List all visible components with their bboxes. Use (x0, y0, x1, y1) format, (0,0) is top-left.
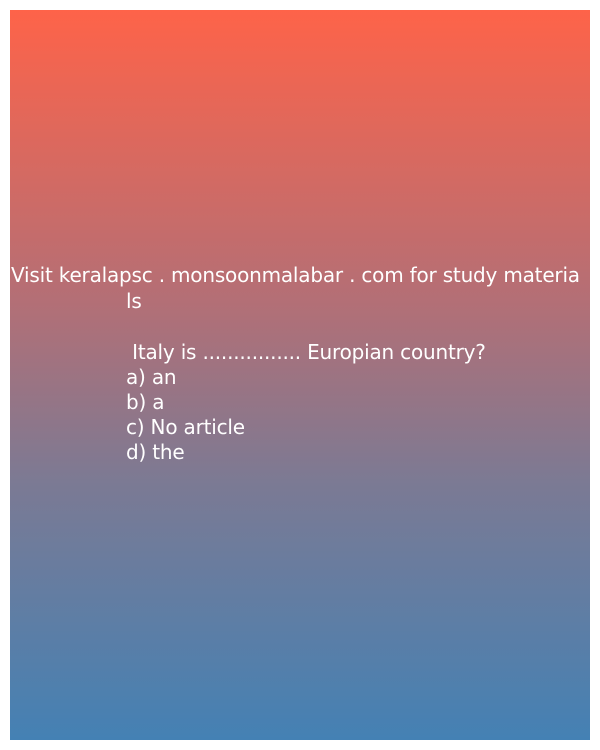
study-materials-notice-line2: ls (126, 289, 142, 313)
option-d: d) the (126, 440, 185, 464)
option-c: c) No article (126, 415, 245, 439)
study-materials-notice-line1: Visit keralapsc . monsoonmalabar . com f… (11, 263, 580, 287)
question-text: Italy is ................ Europian count… (126, 340, 486, 364)
question-card: Visit keralapsc . monsoonmalabar . com f… (10, 10, 590, 740)
option-a: a) an (126, 365, 177, 389)
option-b: b) a (126, 390, 165, 414)
